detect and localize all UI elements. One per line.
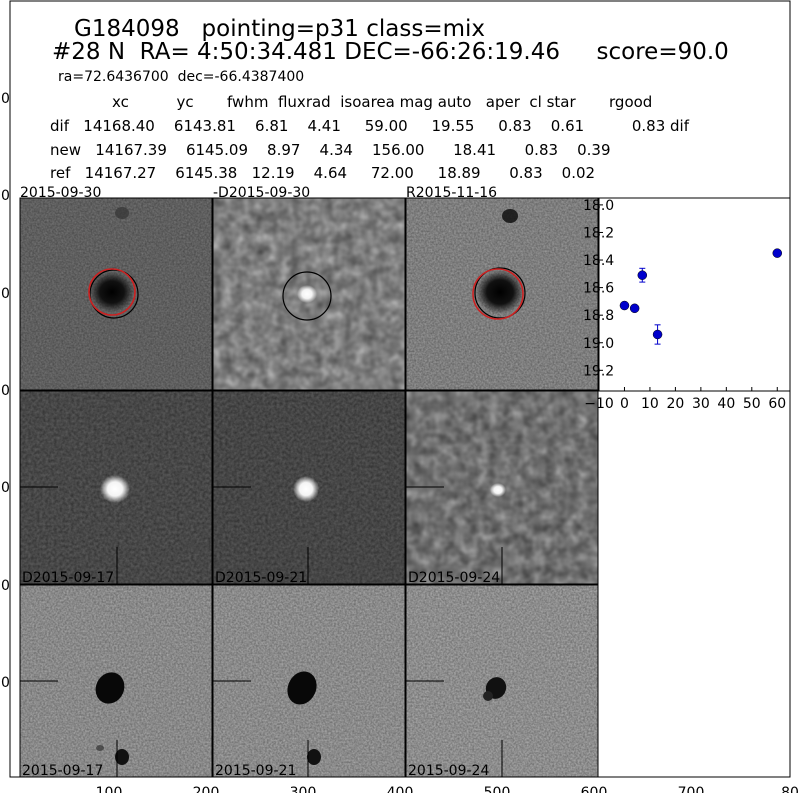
outer-x-tick: 500 [484,785,511,793]
panel-label: D2015-09-17 [22,570,114,586]
panel-top-2 [212,197,406,391]
outer-x-tick: 700 [678,785,705,793]
outer-y-tick: 0 [1,578,10,594]
panel-label: -D2015-09-30 [213,185,310,201]
x-tick-label: 60 [768,396,786,412]
aperture-circle [89,269,139,319]
y-tick-label: 18.0 [583,198,614,214]
outer-x-tick: 400 [387,785,414,793]
aperture-circle [282,271,332,321]
aperture-circle-red [472,268,524,320]
panel-top-3 [405,197,599,391]
x-tick-label: 50 [743,396,761,412]
y-tick-label: 18.2 [583,225,614,241]
y-tick-label: 18.8 [583,308,614,324]
panel-label: R2015-11-16 [406,185,497,201]
outer-x-tick: 80 [781,785,799,793]
panel-mid-2 [212,390,406,585]
candidate-title: G184098 pointing=p31 class=mix [74,16,486,42]
panel-top-1 [19,197,213,391]
outer-y-ticks: 0 0 0 0 0 0 0 [1,91,10,691]
outer-x-tick: 300 [290,785,317,793]
panel-label: 2015-09-24 [408,763,489,779]
outer-y-tick: 0 [1,286,10,302]
coordinates-line: #28 N RA= 4:50:34.481 DEC=-66:26:19.46 s… [52,39,729,65]
light-curve-chart: 18.0 18.2 18.4 18.6 18.8 19.0 19.2 −10 0 10 20 30 4… [583,197,791,412]
panel-label: 2015-09-30 [20,185,101,201]
y-tick-label: 18.6 [583,281,614,297]
y-tick-label: 19.2 [583,363,614,379]
x-tick-label: −10 [584,396,614,412]
outer-x-tick: 200 [193,785,220,793]
panel-label: 2015-09-21 [215,763,296,779]
outer-y-tick: 0 [1,480,10,496]
outer-x-tick: 100 [96,785,123,793]
table-row-new: new 14167.39 6145.09 8.97 4.34 156.00 18… [50,141,611,159]
outer-x-ticks: 100 200 300 400 500 600 700 80 [96,785,799,793]
x-tick-label: 40 [717,396,735,412]
outer-x-tick: 600 [581,785,608,793]
aperture-circle [474,267,526,319]
data-point [772,248,783,258]
y-tick-label: 19.0 [583,336,614,352]
data-point [652,329,663,340]
data-point [619,300,630,311]
x-tick-label: 0 [620,396,629,412]
table-row-dif: dif 14168.40 6143.81 6.81 4.41 59.00 19.… [50,117,689,135]
panel-bot-3 [405,584,599,778]
table-header: xc yc fwhm fluxrad isoarea mag auto aper… [112,93,653,111]
outer-y-tick: 0 [1,188,10,204]
outer-y-tick: 0 [1,91,10,107]
data-point [629,303,640,314]
x-tick-label: 10 [641,396,659,412]
panel-mid-3 [405,390,599,585]
x-tick-label: 30 [692,396,710,412]
data-point [637,270,648,280]
panel-bot-1 [19,584,213,778]
panel-mid-1 [19,390,213,585]
x-tick-label: 20 [666,396,684,412]
y-tick-label: 18.4 [583,253,614,269]
table-row-ref: ref 14167.27 6145.38 12.19 4.64 72.00 18… [50,164,596,182]
outer-y-tick: 0 [1,675,10,691]
ra-dec-line: ra=72.6436700 dec=-66.4387400 [58,69,305,85]
chart-plot-area [598,197,791,392]
panel-label: D2015-09-24 [408,570,500,586]
aperture-circle-red [88,268,136,316]
panel-label: D2015-09-21 [215,570,307,586]
panel-label: 2015-09-17 [22,763,103,779]
outer-y-tick: 0 [1,383,10,399]
panel-bot-2 [212,584,406,778]
